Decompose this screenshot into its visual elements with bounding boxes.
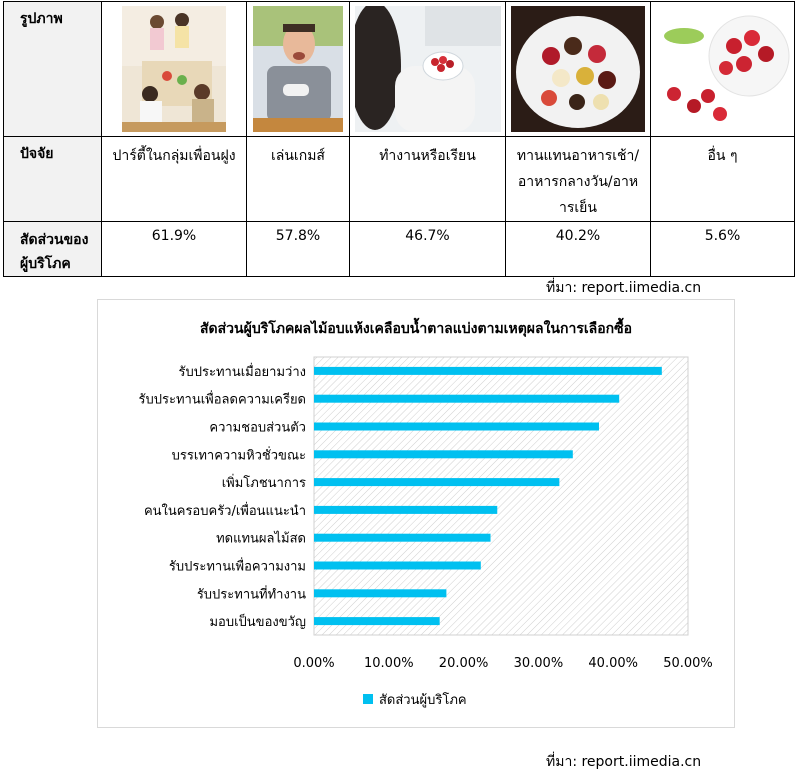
share-row: สัดส่วนของผู้บริโภค 61.9% 57.8% 46.7% 40…: [3, 221, 795, 277]
category-label: รับประทานเพื่อความงาม: [169, 558, 306, 575]
row-label-share: สัดส่วนของผู้บริโภค: [3, 221, 102, 277]
bars-group: [314, 366, 662, 626]
category-label: รับประทานเพื่อลดความเครียด: [139, 391, 306, 408]
category-label: รับประทานเมื่อยามว่าง: [179, 363, 306, 380]
category-label: คนในครอบครัว/เพื่อนแนะนำ: [144, 502, 306, 519]
legend-label: สัดส่วนผู้บริโภค: [379, 692, 467, 708]
x-tick-label: 30.00%: [514, 656, 564, 671]
image-cell-meal: [505, 1, 651, 137]
x-tick-label: 0.00%: [293, 656, 334, 671]
bar: [314, 394, 620, 403]
share-cell: 57.8%: [246, 221, 350, 277]
category-label: บรรเทาความหิวชั่วขณะ: [172, 446, 306, 463]
plot-area: [313, 356, 689, 636]
factor-cell: ทานแทนอาหารเช้า/อาหารกลางวัน/อาหารเย็น: [505, 136, 651, 222]
image-cell-games: [246, 1, 350, 137]
bar: [314, 617, 440, 626]
share-cell: 40.2%: [505, 221, 651, 277]
bar: [314, 589, 447, 598]
chart-frame: สัดส่วนผู้บริโภคผลไม้อบแห้งเคลือบน้ำตาลแ…: [97, 299, 735, 728]
factor-row: ปัจจัย ปาร์ตี้ในกลุ่มเพื่อนฝูง เล่นเกมส์…: [3, 136, 795, 222]
x-tick-label: 10.00%: [364, 656, 414, 671]
bar: [314, 533, 491, 542]
bar: [314, 478, 560, 487]
image-row: รูปภาพ: [3, 1, 795, 137]
share-cell: 46.7%: [349, 221, 506, 277]
dried-cranberries-photo: [653, 6, 792, 132]
x-tick-label: 50.00%: [663, 656, 713, 671]
image-cell-work: [349, 1, 506, 137]
row-label-factor: ปัจจัย: [3, 136, 102, 222]
image-cell-party: [101, 1, 247, 137]
category-label: ทดแทนผลไม้สด: [216, 531, 306, 547]
bar: [314, 505, 498, 514]
source-note-top: ที่มา: report.iimedia.cn: [546, 280, 702, 296]
share-cell: 61.9%: [101, 221, 247, 277]
friends-party-photo: [122, 6, 226, 132]
consumer-factor-table: รูปภาพ: [3, 1, 795, 277]
factor-cell: อื่น ๆ: [650, 136, 795, 222]
x-tick-label: 40.00%: [588, 656, 638, 671]
category-labels: รับประทานเมื่อยามว่างรับประทานเพื่อลดควา…: [139, 363, 307, 630]
source-note-bottom: ที่มา: report.iimedia.cn: [546, 754, 702, 770]
bar: [314, 561, 481, 570]
mixed-dried-fruit-bowl-photo: [511, 6, 645, 132]
category-label: รับประทานที่ทำงาน: [197, 585, 306, 602]
man-playing-games-photo: [253, 6, 343, 132]
bar-chart: สัดส่วนผู้บริโภคผลไม้อบแห้งเคลือบน้ำตาลแ…: [139, 317, 713, 708]
woman-working-snack-photo: [354, 6, 501, 132]
factor-cell: ทำงานหรือเรียน: [349, 136, 506, 222]
category-label: ความชอบส่วนตัว: [209, 421, 306, 436]
category-label: มอบเป็นของขวัญ: [209, 612, 306, 630]
factor-cell: ปาร์ตี้ในกลุ่มเพื่อนฝูง: [101, 136, 247, 222]
share-cell: 5.6%: [650, 221, 795, 277]
chart-title: สัดส่วนผู้บริโภคผลไม้อบแห้งเคลือบน้ำตาลแ…: [200, 317, 632, 337]
image-cell-other: [650, 1, 795, 137]
bar: [314, 422, 599, 431]
x-tick-labels: 0.00% 10.00% 20.00% 30.00% 40.00% 50.00%: [293, 656, 712, 671]
bar: [314, 450, 573, 459]
row-label-image: รูปภาพ: [3, 1, 102, 137]
factor-cell: เล่นเกมส์: [246, 136, 350, 222]
bar: [314, 366, 662, 375]
category-label: เพิ่มโภชนาการ: [222, 474, 306, 491]
x-tick-label: 20.00%: [439, 656, 489, 671]
legend-swatch: [363, 694, 373, 704]
